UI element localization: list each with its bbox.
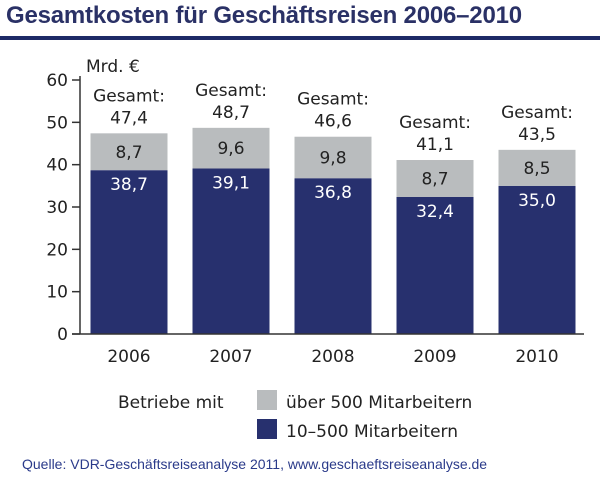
bar-segment-lower [192,168,270,334]
x-tick-label: 2009 [413,347,456,367]
bar-value-label-lower: 39,1 [212,173,250,193]
total-value-label: 46,6 [314,112,352,132]
bar-segment-upper [90,133,168,171]
title-rule [0,36,600,40]
legend-label-upper: über 500 Mitarbeitern [286,393,472,413]
bar-value-label-lower: 38,7 [110,175,148,195]
bar-segment-lower [294,178,372,334]
bar-value-label-lower: 32,4 [416,202,454,222]
y-tick-label: 40 [46,156,68,176]
legend-label-lower: 10–500 Mitarbeitern [286,422,458,442]
y-tick-label: 20 [46,240,68,260]
legend-swatch-upper [257,390,277,410]
bar-segment-lower [90,170,168,334]
x-tick-label: 2006 [107,347,150,367]
bar-segment-upper [192,127,270,169]
total-value-label: 48,7 [212,103,250,123]
bar-segment-upper [294,136,372,179]
bar-segment-upper [498,149,576,186]
bar-segment-upper [396,160,474,197]
y-axis-unit-label: Mrd. € [86,57,140,77]
y-tick-label: 10 [46,283,68,303]
x-tick-label: 2010 [515,347,558,367]
total-prefix-label: Gesamt: [399,113,471,133]
bar-value-label-lower: 35,0 [518,191,556,211]
total-prefix-label: Gesamt: [501,103,573,123]
total-prefix-label: Gesamt: [297,90,369,110]
bar-value-label-upper: 8,7 [115,143,142,163]
total-prefix-label: Gesamt: [195,81,267,101]
total-value-label: 41,1 [416,135,454,155]
bar-segment-lower [396,196,474,334]
x-tick-label: 2007 [209,347,252,367]
bar-value-label-upper: 9,8 [319,148,346,168]
bar-value-label-upper: 8,7 [421,169,448,189]
y-tick-label: 60 [46,71,68,91]
chart-title: Gesamtkosten für Geschäftsreisen 2006–20… [6,2,522,29]
y-tick-label: 0 [57,325,68,345]
legend-swatch-lower [257,419,277,439]
total-value-label: 43,5 [518,125,556,145]
y-tick-label: 50 [46,113,68,133]
source-note: Quelle: VDR-Geschäftsreiseanalyse 2011, … [22,456,488,472]
total-prefix-label: Gesamt: [93,86,165,106]
bar-value-label-lower: 36,8 [314,183,352,203]
y-tick-label: 30 [46,198,68,218]
legend-title: Betriebe mit [118,393,224,413]
bar-value-label-upper: 9,6 [217,139,244,159]
x-tick-label: 2008 [311,347,354,367]
total-value-label: 47,4 [110,108,148,128]
bar-value-label-upper: 8,5 [523,159,550,179]
bar-segment-lower [498,185,576,334]
